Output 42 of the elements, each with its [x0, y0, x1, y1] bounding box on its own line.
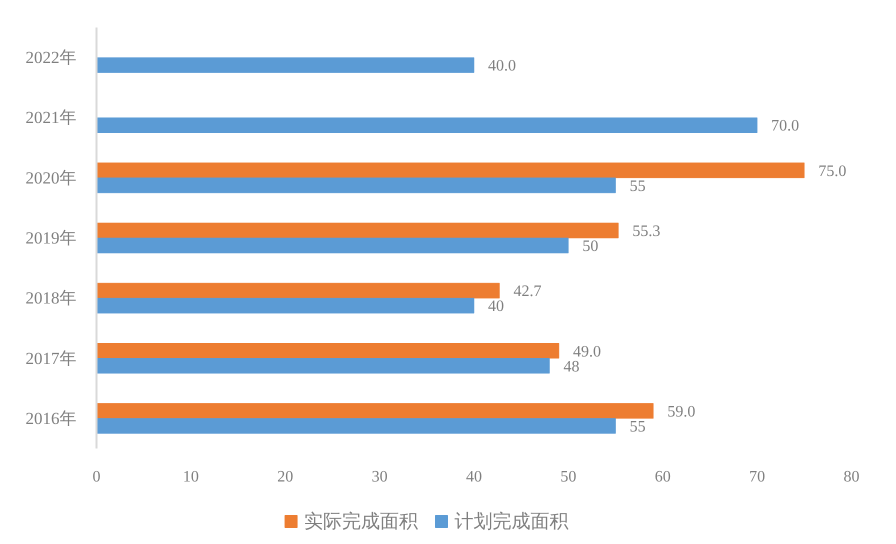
- bar: [96, 298, 474, 314]
- x-tick-label: 40: [466, 468, 482, 486]
- x-tick-label: 20: [277, 468, 294, 486]
- x-tick-label: 70: [749, 468, 766, 486]
- bar: [96, 343, 560, 359]
- data-label: 75.0: [818, 162, 846, 180]
- data-label: 55: [630, 418, 646, 436]
- x-tick-label: 60: [654, 468, 671, 486]
- bar: [96, 222, 619, 238]
- x-tick-label: 0: [92, 468, 100, 486]
- bar: [96, 282, 500, 298]
- x-tick-label: 30: [372, 468, 388, 486]
- data-label: 48: [564, 358, 580, 376]
- bar: [96, 403, 654, 419]
- data-label: 40.0: [488, 58, 516, 75]
- data-label: 70.0: [771, 118, 800, 135]
- y-tick-label: 2020年: [26, 168, 76, 188]
- y-tick-label: 2017年: [26, 348, 76, 368]
- data-label: 55.3: [632, 222, 660, 240]
- bar: [96, 358, 550, 374]
- bar: [96, 238, 569, 254]
- y-tick-label: 2016年: [26, 408, 76, 428]
- y-tick-label: 2019年: [26, 228, 76, 248]
- x-tick-label: 10: [182, 468, 199, 486]
- data-label: 55: [630, 178, 646, 195]
- bar: [96, 162, 805, 178]
- y-tick-label: 2018年: [26, 288, 76, 308]
- x-tick-label: 80: [844, 468, 860, 486]
- data-label: 40: [488, 298, 504, 316]
- legend-label: 计划完成面积: [454, 510, 568, 532]
- bar: [96, 57, 474, 73]
- data-label: 49.0: [572, 343, 601, 360]
- y-tick-label: 2021年: [26, 108, 76, 128]
- bar: [96, 117, 758, 133]
- bar: [96, 178, 616, 194]
- data-label: 50: [582, 238, 598, 256]
- x-tick-label: 50: [560, 468, 576, 486]
- data-label: 42.7: [513, 283, 542, 300]
- y-tick-label: 2022年: [26, 48, 76, 68]
- legend-label: 实际完成面积: [304, 510, 418, 532]
- data-label: 59.0: [667, 403, 696, 420]
- bar: [96, 418, 616, 434]
